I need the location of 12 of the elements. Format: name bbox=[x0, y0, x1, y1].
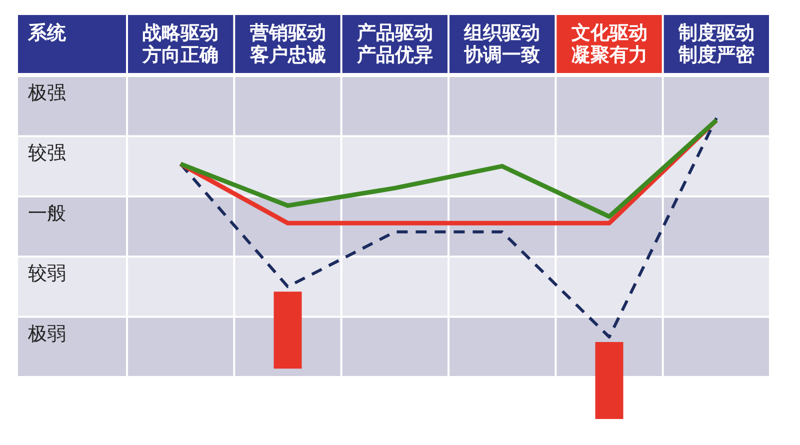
text: 一般 bbox=[28, 202, 66, 224]
x-tick-label: 组织驱动协调一致 bbox=[463, 22, 540, 66]
x-tick-label: 营销驱动客户忠诚 bbox=[248, 22, 326, 66]
x-axis-title: 系统 bbox=[27, 22, 67, 44]
x-tick-label: 制度驱动制度严密 bbox=[677, 22, 756, 66]
x-tick-label: 战略驱动方向正确 bbox=[142, 22, 219, 66]
text: 较强 bbox=[28, 142, 66, 164]
text: 极弱 bbox=[27, 322, 66, 345]
x-tick-label: 文化驱动凝聚有力 bbox=[570, 22, 648, 66]
text: 极强 bbox=[27, 82, 66, 104]
x-tick-label: 产品驱动产品优异 bbox=[356, 22, 433, 66]
text: 较弱 bbox=[28, 262, 66, 285]
